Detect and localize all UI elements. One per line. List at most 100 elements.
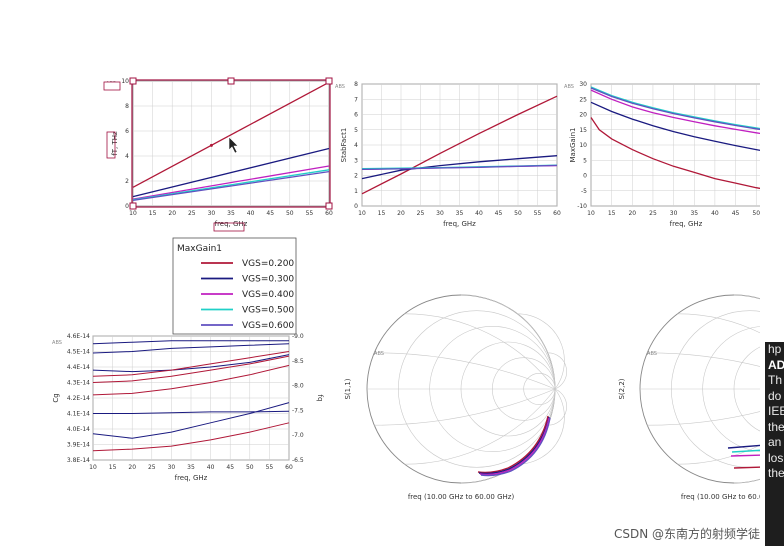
y-tick-label: 10 <box>579 142 587 149</box>
x-tick-label: 55 <box>266 464 274 471</box>
tooltip-line: los <box>768 450 784 465</box>
y-right-tick-label: -8.0 <box>292 383 304 390</box>
mouse-cursor-icon <box>228 136 239 154</box>
series-line <box>92 351 290 377</box>
y-axis-label: StabFact1 <box>340 128 348 163</box>
reactance-arc <box>547 388 567 426</box>
x-axis-label: freq, GHz <box>670 220 703 228</box>
series-line <box>132 170 330 202</box>
x-tick-label: 20 <box>168 210 176 217</box>
y-left-tick-label: 4.0E-14 <box>67 426 90 433</box>
y-right-tick-label: -6.5 <box>292 457 304 464</box>
y-axis-label: S(2,2) <box>618 378 626 399</box>
legend-label: VGS=0.200 <box>242 259 294 269</box>
resize-handle <box>227 77 235 85</box>
x-tick-label: 35 <box>456 210 464 217</box>
y-right-tick-label: -8.5 <box>292 358 304 365</box>
reactance-arc <box>374 388 556 426</box>
marker <box>209 143 213 147</box>
trace-line <box>733 466 765 469</box>
x-tick-label: 55 <box>534 210 542 217</box>
y-left-tick-label: 4.3E-14 <box>67 380 90 387</box>
y-left-axis-label: Cg <box>52 393 60 402</box>
x-tick-label: 20 <box>628 210 636 217</box>
series-line <box>590 86 782 133</box>
chart-maxgain: 10152025303540455055-10-5051015202530fre… <box>564 81 782 228</box>
series-line <box>361 95 558 195</box>
trace-line <box>478 416 550 475</box>
x-tick-label: 25 <box>148 464 156 471</box>
x-tick-label: 15 <box>608 210 616 217</box>
tooltip-line: the <box>768 466 784 480</box>
x-tick-label: 25 <box>188 210 196 217</box>
series-line <box>132 169 330 201</box>
y-axis-label: MaxGain1 <box>569 127 577 162</box>
trace-line <box>731 449 765 453</box>
x-tick-label: 40 <box>247 210 255 217</box>
abs-tag: ABS <box>647 351 657 357</box>
series-line <box>92 343 290 354</box>
x-tick-label: 20 <box>128 464 136 471</box>
series-line <box>361 155 558 180</box>
reactance-arc <box>374 352 556 390</box>
x-tick-label: 30 <box>670 210 678 217</box>
y-tick-label: 3 <box>354 157 358 164</box>
series-line <box>361 164 558 171</box>
y-tick-label: 5 <box>354 127 358 134</box>
x-axis-label: freq, GHz <box>215 220 248 228</box>
y-tick-label: 20 <box>579 112 587 119</box>
x-tick-label: 10 <box>89 464 97 471</box>
resize-handle <box>129 77 137 85</box>
tooltip-line: an <box>768 435 782 449</box>
y-left-tick-label: 4.6E-14 <box>67 333 90 340</box>
series-line <box>92 355 290 383</box>
x-tick-label: 60 <box>553 210 561 217</box>
series-line <box>590 89 782 138</box>
y-tick-label: -10 <box>577 203 587 210</box>
x-tick-label: 45 <box>732 210 740 217</box>
reactance-arc <box>517 313 565 390</box>
resize-handle <box>129 202 137 210</box>
x-tick-label: 60 <box>285 464 293 471</box>
x-tick-label: 30 <box>168 464 176 471</box>
y-left-tick-label: 3.8E-14 <box>67 457 90 464</box>
legend-label: VGS=0.500 <box>242 306 294 316</box>
y-tick-label: 0 <box>125 203 129 210</box>
y-left-tick-label: 4.5E-14 <box>67 349 90 356</box>
tooltip-line: Th <box>768 373 783 387</box>
x-tick-label: 40 <box>475 210 483 217</box>
y-tick-label: 6 <box>354 112 358 119</box>
x-tick-label: 10 <box>587 210 595 217</box>
trace-line <box>730 454 765 457</box>
y-tick-label: 25 <box>579 96 587 103</box>
y-tick-label: 8 <box>125 103 129 110</box>
tooltip-line: AD <box>768 357 784 372</box>
tooltip-line: the <box>768 419 784 434</box>
legend-label: VGS=0.400 <box>242 290 294 300</box>
reactance-arc <box>404 313 556 390</box>
series-line <box>92 340 289 345</box>
x-axis-label: freq, GHz <box>443 220 476 228</box>
trace-line <box>727 444 765 449</box>
y-tick-label: -5 <box>581 188 587 195</box>
reactance-arc <box>404 388 556 465</box>
series-line <box>590 87 782 134</box>
y-axis-label: S(1,1) <box>344 378 352 399</box>
y-tick-label: 4 <box>125 153 129 160</box>
y-right-tick-label: -7.0 <box>292 432 304 439</box>
y-tick-label: 6 <box>125 128 129 135</box>
y-tick-label: 1 <box>354 188 358 195</box>
x-tick-label: 20 <box>397 210 405 217</box>
reactance-arc <box>647 352 765 369</box>
tooltip-line: do <box>768 388 782 403</box>
abs-tag: ABS <box>52 340 62 346</box>
y-right-axis-label: fq <box>316 395 324 402</box>
legend-title: MaxGain1 <box>177 244 222 254</box>
resize-handle <box>325 77 333 85</box>
reactance-arc <box>460 294 556 390</box>
y-tick-label: 2 <box>125 178 129 185</box>
abs-tag: ABS <box>335 84 345 90</box>
y-left-tick-label: 4.2E-14 <box>67 395 90 402</box>
watermark: CSDN @东南方的射频学徒 <box>614 527 761 541</box>
legend-box <box>172 237 297 335</box>
